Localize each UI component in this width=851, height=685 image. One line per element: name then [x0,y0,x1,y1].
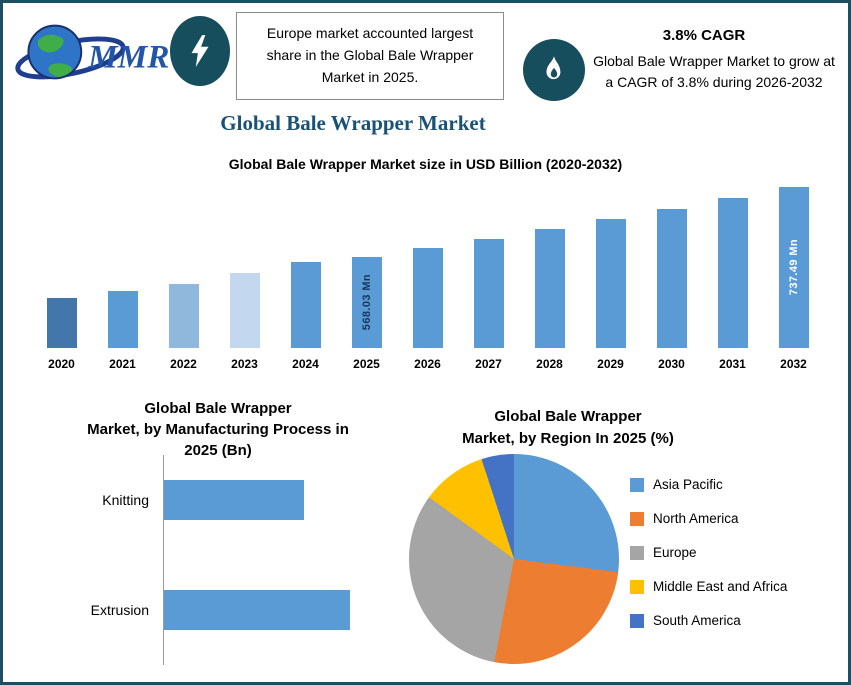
globe-land-icon [48,63,73,78]
bar-year-label: 2031 [719,357,746,371]
legend-item: South America [630,613,787,628]
bar-year-label: 2020 [48,357,75,371]
hbar-row-extrusion: Extrusion [11,590,350,630]
bar-slot-2032: 737.49 Mn 2032 [763,175,824,372]
bar-slot-2028: 2028 [519,175,580,372]
legend-item: North America [630,511,787,526]
europe-note: Europe market accounted largest share in… [266,25,474,85]
bar-2028 [534,229,565,348]
bar-2026 [412,248,443,348]
bar-2020 [46,298,77,348]
legend-label: Middle East and Africa [653,579,788,594]
bar-year-label: 2022 [170,357,197,371]
legend-item: Asia Pacific [630,477,787,492]
mmr-logo: MMR [13,9,171,99]
cagr-title: 3.8% CAGR [662,27,746,44]
bar-2032: 737.49 Mn [778,187,809,348]
bar-year-label: 2021 [109,357,136,371]
bar-slot-2029: 2029 [580,175,641,372]
bar-2021 [107,291,138,348]
legend-swatch [630,511,644,526]
legend-swatch [630,477,644,492]
legend-swatch [630,545,644,560]
legend-label: South America [653,613,741,628]
bar-year-label: 2026 [414,357,441,371]
bar-slot-2027: 2027 [458,175,519,372]
cagr-note: Global Bale Wrapper Market to grow at a … [593,53,835,90]
hbar-bar-knitting [164,480,304,520]
bar-2027 [473,239,504,348]
bar-slot-2030: 2030 [641,175,702,372]
legend-item: Middle East and Africa [630,579,787,594]
bar-slot-2022: 2022 [153,175,214,372]
legend-label: North America [653,511,739,526]
legend-swatch [630,579,644,594]
globe-outline-icon [27,24,83,80]
bar-slot-2020: 2020 [31,175,92,372]
bar-2023 [229,273,260,348]
bar-slot-2026: 2026 [397,175,458,372]
mmr-logo-text: MMR [87,39,169,76]
bar-year-label: 2029 [597,357,624,371]
bar-chart: 2020 2021 2022 2023 2024 568.03 Mn 2025 2026 202… [31,175,824,372]
hbar-chart: Knitting Extrusion [11,3,431,682]
lightning-badge [170,16,230,86]
bar-2024 [290,262,321,348]
hbar-category-label: Knitting [102,492,149,508]
bar-year-label: 2025 [353,357,380,371]
bar-year-label: 2027 [475,357,502,371]
pie-legend: Asia Pacific North America Europe Middle Ea… [630,477,787,647]
europe-highlight-box: Europe market accounted largest share in… [236,12,504,100]
bar-value-label: 737.49 Mn [787,239,800,296]
bar-slot-2031: 2031 [702,175,763,372]
bar-slot-2023: 2023 [214,175,275,372]
bar-2029 [595,219,626,348]
bar-year-label: 2028 [536,357,563,371]
hbar-row-knitting: Knitting [11,480,304,520]
bar-year-label: 2030 [658,357,685,371]
mmr-logo-graphic: MMR [15,24,169,80]
legend-swatch [630,613,644,628]
legend-item: Europe [630,545,787,560]
bar-slot-2025: 568.03 Mn 2025 [336,175,397,372]
bar-year-label: 2032 [780,357,807,371]
flame-icon [546,56,561,80]
bar-2025: 568.03 Mn [351,257,382,348]
hbar-axis-line [163,455,164,665]
pie-graphic [409,454,619,664]
hbar-bar-extrusion [164,590,350,630]
bar-year-label: 2024 [292,357,319,371]
pie-chart-title: Global Bale Wrapper Market, by Region In … [462,408,674,447]
bar-chart-title: Global Bale Wrapper Market size in USD B… [228,156,623,172]
globe-land-icon [37,34,64,53]
hbar-chart-title: Global Bale Wrapper Market, by Manufactur… [87,400,349,459]
bar-2030 [656,209,687,348]
lightning-icon [191,35,209,67]
bar-2022 [168,284,199,348]
legend-label: Europe [653,545,697,560]
bar-slot-2024: 2024 [275,175,336,372]
hbar-category-label: Extrusion [90,602,149,618]
page-title: Global Bale Wrapper Market [220,111,486,135]
bar-year-label: 2023 [231,357,258,371]
legend-label: Asia Pacific [653,477,723,492]
bar-slot-2021: 2021 [92,175,153,372]
bar-2031 [717,198,748,348]
flame-badge [523,39,585,101]
